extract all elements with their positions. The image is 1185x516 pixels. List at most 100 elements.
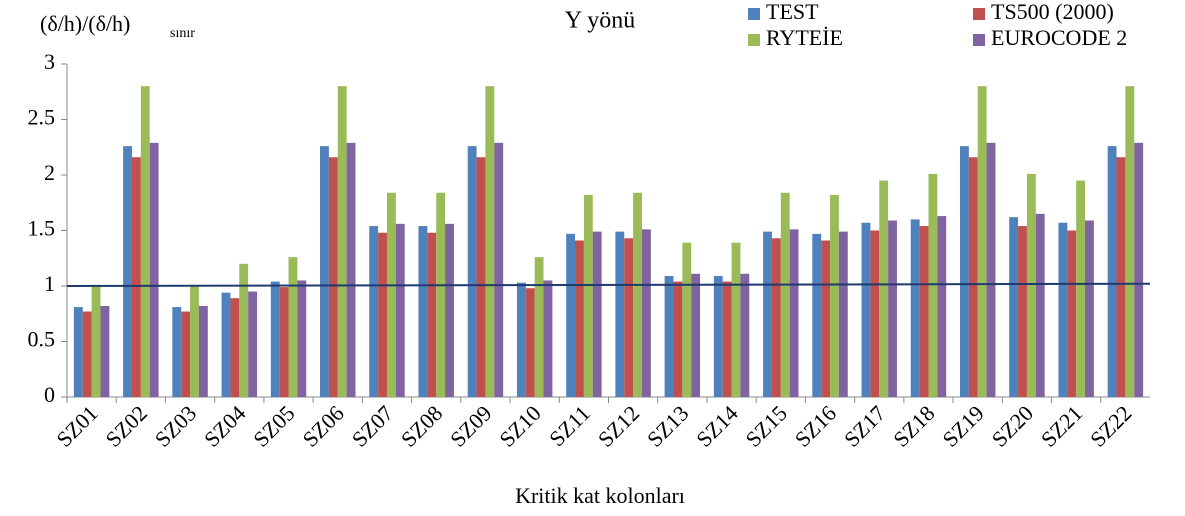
bar xyxy=(1134,142,1144,397)
bar xyxy=(1018,226,1027,397)
x-tick-label: SZ07 xyxy=(347,400,398,451)
bar xyxy=(592,231,602,397)
bar xyxy=(297,280,307,397)
bar xyxy=(673,281,683,397)
bar xyxy=(575,240,584,397)
bar xyxy=(1035,213,1045,397)
bar xyxy=(691,273,701,397)
bar xyxy=(270,281,280,397)
bar xyxy=(633,192,642,397)
bar xyxy=(320,146,329,397)
x-axis-label: Kritik kat kolonları xyxy=(515,483,685,508)
bar xyxy=(830,194,839,397)
bar xyxy=(812,233,822,397)
bar xyxy=(100,305,110,397)
x-tick-label: SZ11 xyxy=(544,400,595,451)
bar xyxy=(369,226,379,397)
bar xyxy=(525,288,535,397)
bar xyxy=(583,194,593,397)
bar xyxy=(641,229,651,397)
x-tick-label: SZ10 xyxy=(494,400,545,451)
bar xyxy=(140,86,150,397)
x-tick-label: SZ04 xyxy=(199,400,250,451)
x-tick-label: SZ20 xyxy=(987,400,1038,451)
bar xyxy=(910,219,920,397)
bar xyxy=(771,238,781,397)
bar xyxy=(566,233,576,397)
reference-line xyxy=(66,282,1151,287)
bar xyxy=(624,238,634,397)
bar xyxy=(221,292,231,397)
bar xyxy=(1058,222,1068,397)
bar xyxy=(879,180,889,397)
bar xyxy=(1125,86,1135,397)
bar xyxy=(615,231,625,397)
bar xyxy=(1076,180,1086,397)
x-tick-label: SZ09 xyxy=(445,400,496,451)
bar xyxy=(378,232,387,397)
x-tick-label: SZ05 xyxy=(248,400,299,451)
x-tick-label: SZ13 xyxy=(642,400,693,451)
bar xyxy=(1067,230,1077,397)
bar xyxy=(959,146,969,397)
x-tick-label: SZ06 xyxy=(297,400,348,451)
x-tick-label: SZ15 xyxy=(741,400,792,451)
bar xyxy=(838,231,848,397)
bar xyxy=(149,142,159,397)
bar xyxy=(418,226,428,397)
bar xyxy=(288,257,298,397)
y-tick-label: 2.5 xyxy=(28,105,56,130)
bar xyxy=(722,281,732,397)
bar xyxy=(937,216,947,397)
y-axis-label-subscript: sınır xyxy=(170,26,195,41)
x-tick-label: SZ03 xyxy=(150,400,201,451)
bar xyxy=(427,232,437,397)
x-tick-label: SZ17 xyxy=(839,400,890,451)
bar xyxy=(395,223,405,397)
bar xyxy=(436,192,446,397)
x-tick-label: SZ16 xyxy=(790,400,841,451)
y-tick-label: 3 xyxy=(44,49,55,74)
bar xyxy=(986,142,996,397)
bar xyxy=(888,220,897,397)
bar xyxy=(713,276,723,397)
bar xyxy=(239,263,249,397)
legend-swatch xyxy=(973,8,985,20)
x-tick-label: SZ12 xyxy=(593,400,644,451)
x-tick-label: SZ02 xyxy=(101,400,152,451)
bar xyxy=(445,223,454,397)
bar xyxy=(181,311,191,397)
bar xyxy=(230,298,240,397)
legend-swatch xyxy=(973,34,985,46)
bar xyxy=(328,157,338,397)
y-axis-label: (δ/h)/(δ/h) xyxy=(40,11,130,36)
bar xyxy=(861,222,871,397)
bar xyxy=(476,157,486,397)
legend-swatch xyxy=(748,34,760,46)
bar xyxy=(682,242,692,397)
y-tick-label: 1 xyxy=(44,271,55,296)
bar xyxy=(467,146,477,397)
x-tick-label: SZ18 xyxy=(888,400,939,451)
bar xyxy=(919,226,929,397)
bar xyxy=(1116,157,1126,397)
chart-title: Y yönü xyxy=(565,8,635,34)
legend-label: EUROCODE 2 xyxy=(991,25,1127,50)
bar xyxy=(485,86,495,397)
bar xyxy=(543,280,553,397)
legend-label: RYTEİE xyxy=(766,25,843,50)
y-tick-label: 0.5 xyxy=(28,327,56,352)
bar xyxy=(279,287,289,397)
bar xyxy=(977,86,987,397)
bar xyxy=(740,273,750,397)
bar xyxy=(968,157,978,397)
y-tick-label: 2 xyxy=(44,160,55,185)
bar xyxy=(1107,146,1117,397)
bar xyxy=(516,282,526,397)
bar xyxy=(172,307,182,397)
bar xyxy=(789,229,799,397)
bar xyxy=(821,240,831,397)
bar xyxy=(123,146,132,397)
bar xyxy=(1009,217,1019,397)
